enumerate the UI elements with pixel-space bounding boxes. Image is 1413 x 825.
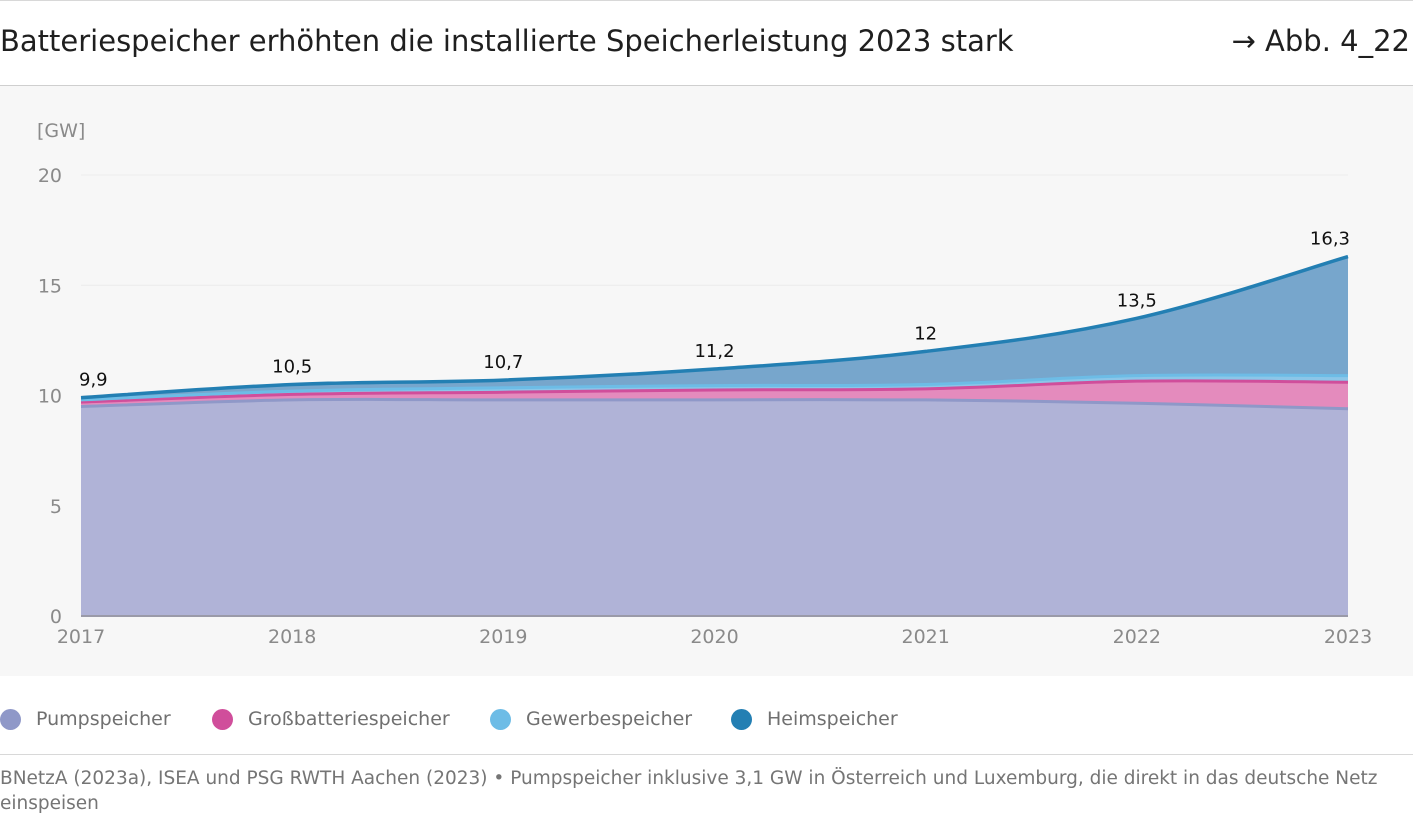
area-pumpspeicher: [81, 399, 1348, 616]
legend-label-grossbatteriespeicher: Großbatteriespeicher: [248, 708, 450, 730]
total-label-2022: 13,5: [1117, 290, 1157, 311]
chart-header: Batteriespeicher erhöhten die installier…: [0, 0, 1413, 86]
x-tick-label-2019: 2019: [479, 626, 527, 648]
total-label-2021: 12: [914, 323, 937, 344]
footer-divider: [0, 754, 1413, 755]
top-rule: [0, 0, 1413, 1]
chart-legend: Pumpspeicher Großbatteriespeicher Gewerb…: [0, 704, 1413, 734]
source-note: BNetzA (2023a), ISEA und PSG RWTH Aachen…: [0, 768, 1378, 814]
x-tick-label-2022: 2022: [1113, 626, 1161, 648]
legend-swatch-gewerbespeicher: [490, 708, 511, 730]
legend-label-gewerbespeicher: Gewerbespeicher: [526, 708, 693, 730]
total-label-2020: 11,2: [694, 341, 734, 362]
x-tick-label-2018: 2018: [268, 626, 316, 648]
total-label-2023: 16,3: [1310, 229, 1350, 250]
x-tick-label-2020: 2020: [690, 626, 738, 648]
chart-panel: 0 5 10 15 20 2017 2018 2019 2020 2021 2022 2023 9,…: [0, 86, 1413, 676]
y-tick-label-0: 0: [50, 606, 62, 628]
legend-label-heimspeicher: Heimspeicher: [767, 708, 898, 730]
total-label-2019: 10,7: [483, 352, 523, 373]
legend-item-pumpspeicher[interactable]: Pumpspeicher: [0, 704, 171, 734]
x-tick-label-2023: 2023: [1324, 626, 1372, 648]
legend-item-gewerbespeicher[interactable]: Gewerbespeicher: [490, 704, 692, 734]
line-grossbatteriespeicher: [80, 379, 1349, 404]
legend-item-grossbatteriespeicher[interactable]: Großbatteriespeicher: [212, 704, 450, 734]
line-heimspeicher: [80, 254, 1349, 400]
y-tick-label-5: 5: [50, 496, 62, 518]
total-label-2017: 9,9: [79, 370, 108, 391]
y-tick-labels: 0 5 10 15 20: [38, 165, 62, 628]
line-gewerbespeicher: [80, 373, 1349, 402]
total-labels: 9,9 10,5 10,7 11,2 12 13,5 16,3: [79, 229, 1350, 391]
line-pumpspeicher: [80, 397, 1349, 411]
legend-swatch-pumpspeicher: [0, 708, 21, 730]
x-tick-label-2021: 2021: [901, 626, 949, 648]
legend-swatch-grossbatteriespeicher: [212, 708, 233, 730]
x-tick-label-2017: 2017: [57, 626, 105, 648]
y-axis-unit-label: [GW]: [37, 120, 85, 142]
chart-title: Batteriespeicher erhöhten die installier…: [0, 24, 1014, 58]
x-tick-labels: 2017 2018 2019 2020 2021 2022 2023: [57, 626, 1372, 648]
total-label-2018: 10,5: [272, 356, 312, 377]
figure-reference-link[interactable]: → Abb. 4_22: [1231, 24, 1410, 58]
legend-item-heimspeicher[interactable]: Heimspeicher: [731, 704, 898, 734]
stacked-area-chart: 0 5 10 15 20 2017 2018 2019 2020 2021 2022 2023 9,…: [37, 120, 1372, 648]
series-lines: [80, 254, 1349, 411]
y-tick-label-10: 10: [38, 386, 62, 408]
area-heimspeicher: [81, 256, 1348, 400]
legend-label-pumpspeicher: Pumpspeicher: [36, 708, 171, 730]
area-grossbatteriespeicher: [81, 380, 1348, 409]
y-tick-label-15: 15: [38, 275, 62, 297]
y-tick-label-20: 20: [38, 165, 62, 187]
legend-swatch-heimspeicher: [731, 708, 752, 730]
area-series: [81, 256, 1348, 616]
